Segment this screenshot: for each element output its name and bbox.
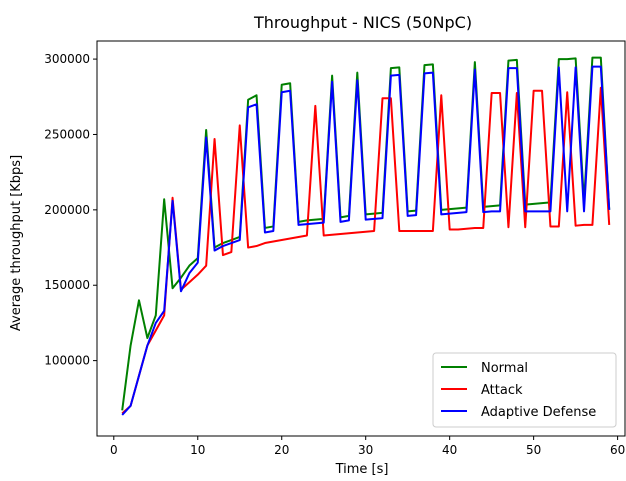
legend-label: Adaptive Defense [481, 405, 596, 420]
x-tick-label: 20 [274, 443, 289, 457]
x-tick-label: 10 [190, 443, 205, 457]
x-axis-label: Time [s] [335, 462, 389, 477]
x-tick-label: 50 [526, 443, 541, 457]
x-tick-label: 40 [442, 443, 457, 457]
x-tick-label: 30 [358, 443, 373, 457]
y-tick-label: 100000 [44, 354, 90, 368]
axis-ticks: 0 10 20 30 40 50 60 100000 150000 200000 250000 300… [44, 52, 625, 457]
legend-box [432, 352, 617, 428]
x-tick-label: 0 [110, 443, 118, 457]
y-axis-label: Average throughput [Kbps] [9, 155, 24, 331]
y-tick-label: 250000 [44, 127, 90, 141]
legend-label: Normal [481, 361, 528, 376]
y-tick-label: 150000 [44, 278, 90, 292]
y-tick-label: 200000 [44, 203, 90, 217]
plot-border [96, 40, 626, 437]
legend: Normal Attack Adaptive Defense [432, 352, 617, 428]
series-line-attack [121, 86, 611, 415]
y-tick-label: 300000 [44, 52, 90, 66]
plot-frame [96, 40, 626, 437]
series-line-adaptive-defense [121, 65, 611, 416]
x-tick-label: 60 [610, 443, 625, 457]
series-lines [121, 56, 611, 416]
chart-title: Throughput - NICS (50NpC) [253, 13, 472, 32]
legend-label: Attack [481, 383, 523, 398]
